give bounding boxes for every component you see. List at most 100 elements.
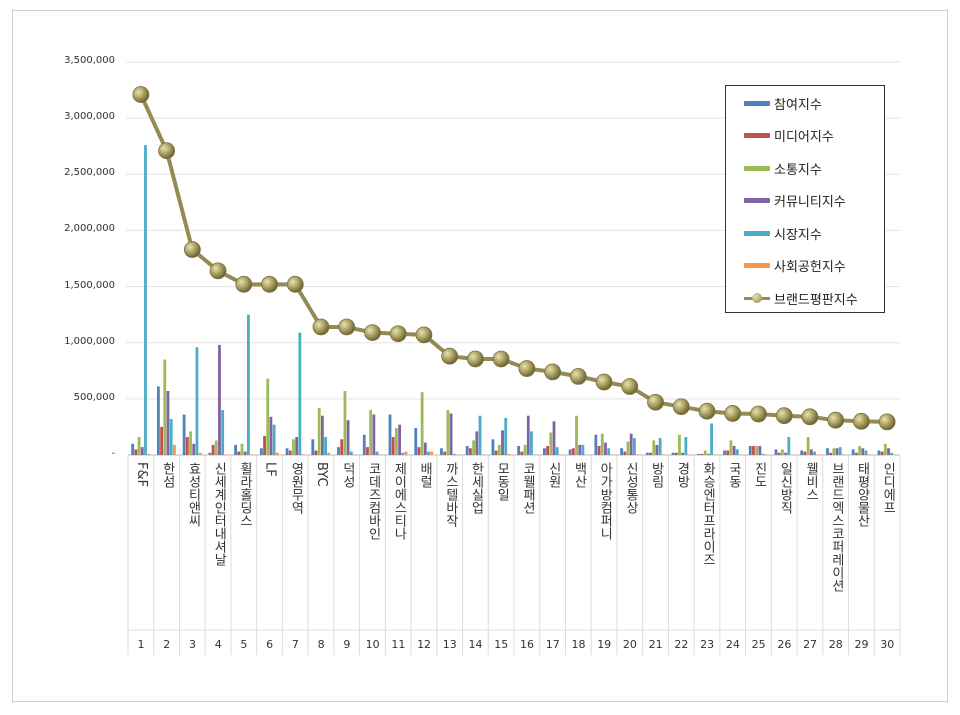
bar-소통지수	[369, 410, 373, 455]
bar-소통지수	[678, 434, 681, 455]
bar-소통지수	[343, 390, 347, 455]
bar-미디어지수	[571, 448, 575, 455]
x-tick-label: 영원무역	[288, 462, 304, 514]
bar-커뮤니티지수	[372, 414, 376, 455]
bar-시장지수	[735, 449, 739, 455]
bar-참여지수	[645, 452, 649, 455]
legend-swatch	[744, 133, 770, 138]
bar-커뮤니티지수	[887, 448, 890, 455]
bar-미디어지수	[623, 451, 627, 455]
legend-label: 미디어지수	[774, 130, 834, 145]
bar-커뮤니티지수	[398, 424, 401, 455]
bar-소통지수	[883, 443, 887, 455]
bar-참여지수	[543, 448, 546, 455]
bar-시장지수	[478, 415, 482, 455]
bar-참여지수	[234, 444, 237, 455]
line-marker	[518, 360, 536, 377]
rank-label: 5	[240, 638, 248, 651]
bar-커뮤니티지수	[681, 452, 685, 455]
rank-label: 27	[803, 638, 818, 651]
bar-커뮤니티지수	[321, 415, 324, 455]
bar-사회공헌지수	[687, 454, 691, 455]
bar-커뮤니티지수	[501, 430, 504, 455]
bar-시장지수	[787, 437, 791, 455]
bar-시장지수	[607, 448, 611, 455]
bar-소통지수	[189, 431, 192, 455]
line-marker	[647, 393, 664, 411]
rank-label: 19	[597, 638, 612, 651]
bar-미디어지수	[185, 437, 189, 455]
bar-커뮤니티지수	[475, 431, 479, 455]
bar-시장지수	[761, 453, 765, 455]
bar-참여지수	[362, 434, 366, 455]
bar-미디어지수	[314, 450, 318, 455]
bar-사회공헌지수	[173, 444, 176, 455]
y-tick-label: 2,000,000	[64, 223, 115, 235]
legend-swatch	[744, 293, 770, 303]
rank-label: 25	[751, 638, 766, 651]
bar-사회공헌지수	[456, 454, 459, 455]
line-marker	[441, 347, 459, 365]
bar-소통지수	[858, 446, 861, 455]
bar-시장지수	[247, 314, 250, 455]
bar-사회공헌지수	[842, 454, 845, 455]
bar-커뮤니티지수	[423, 442, 427, 455]
line-marker	[132, 86, 150, 103]
rank-label: 17	[545, 638, 560, 651]
bar-커뮤니티지수	[629, 433, 633, 455]
x-tick-label: 경방	[674, 462, 690, 488]
bar-시장지수	[298, 332, 302, 455]
line-marker	[492, 350, 510, 368]
legend-label: 브랜드평판지수	[774, 292, 858, 308]
bar-사회공헌지수	[816, 454, 820, 455]
bar-사회공헌지수	[636, 454, 639, 455]
x-tick-label: 신세계인터내셔날	[211, 462, 227, 566]
x-tick-label: 아가방컴퍼니	[597, 462, 613, 540]
bar-참여지수	[723, 450, 726, 455]
legend-item: 사회공헌지수	[744, 256, 846, 276]
legend-label: 참여지수	[774, 97, 822, 113]
bar-커뮤니티지수	[707, 453, 710, 455]
bar-시장지수	[169, 419, 173, 455]
bar-참여지수	[259, 448, 263, 455]
bar-시장지수	[427, 451, 430, 455]
bar-커뮤니티지수	[140, 447, 144, 455]
bar-사회공헌지수	[147, 453, 151, 455]
x-tick-label: 진도	[751, 462, 767, 488]
bar-미디어지수	[160, 426, 163, 455]
bar-사회공헌지수	[481, 454, 485, 455]
bar-참여지수	[182, 414, 186, 455]
bar-소통지수	[137, 437, 141, 455]
rank-label: 10	[365, 638, 380, 651]
legend-label: 커뮤니티지수	[774, 195, 846, 210]
bar-시장지수	[555, 447, 559, 455]
bar-소통지수	[781, 449, 784, 455]
x-tick-label: LF	[262, 462, 278, 477]
bar-사회공헌지수	[275, 452, 279, 455]
bar-미디어지수	[829, 452, 833, 455]
bar-커뮤니티지수	[552, 421, 556, 455]
bar-시장지수	[838, 447, 842, 455]
bar-참여지수	[697, 453, 701, 455]
legend-item: 미디어지수	[744, 126, 834, 146]
line-marker	[312, 318, 330, 336]
y-tick-label: 500,000	[73, 391, 115, 403]
bar-미디어지수	[494, 450, 498, 455]
bar-소통지수	[523, 444, 527, 455]
line-marker	[672, 398, 690, 416]
line-marker	[466, 350, 484, 368]
bar-참여지수	[414, 428, 418, 455]
bar-시장지수	[401, 452, 405, 455]
line-marker	[183, 241, 201, 258]
bar-시장지수	[324, 437, 327, 455]
bar-사회공헌지수	[867, 454, 871, 455]
bar-참여지수	[671, 452, 675, 455]
x-tick-label: 한세실업	[468, 462, 484, 514]
line-marker	[209, 262, 227, 280]
rank-label: 15	[494, 638, 509, 651]
bar-참여지수	[285, 448, 289, 455]
bar-참여지수	[568, 449, 572, 455]
rank-label: 8	[317, 638, 325, 651]
bar-참여지수	[491, 439, 495, 455]
